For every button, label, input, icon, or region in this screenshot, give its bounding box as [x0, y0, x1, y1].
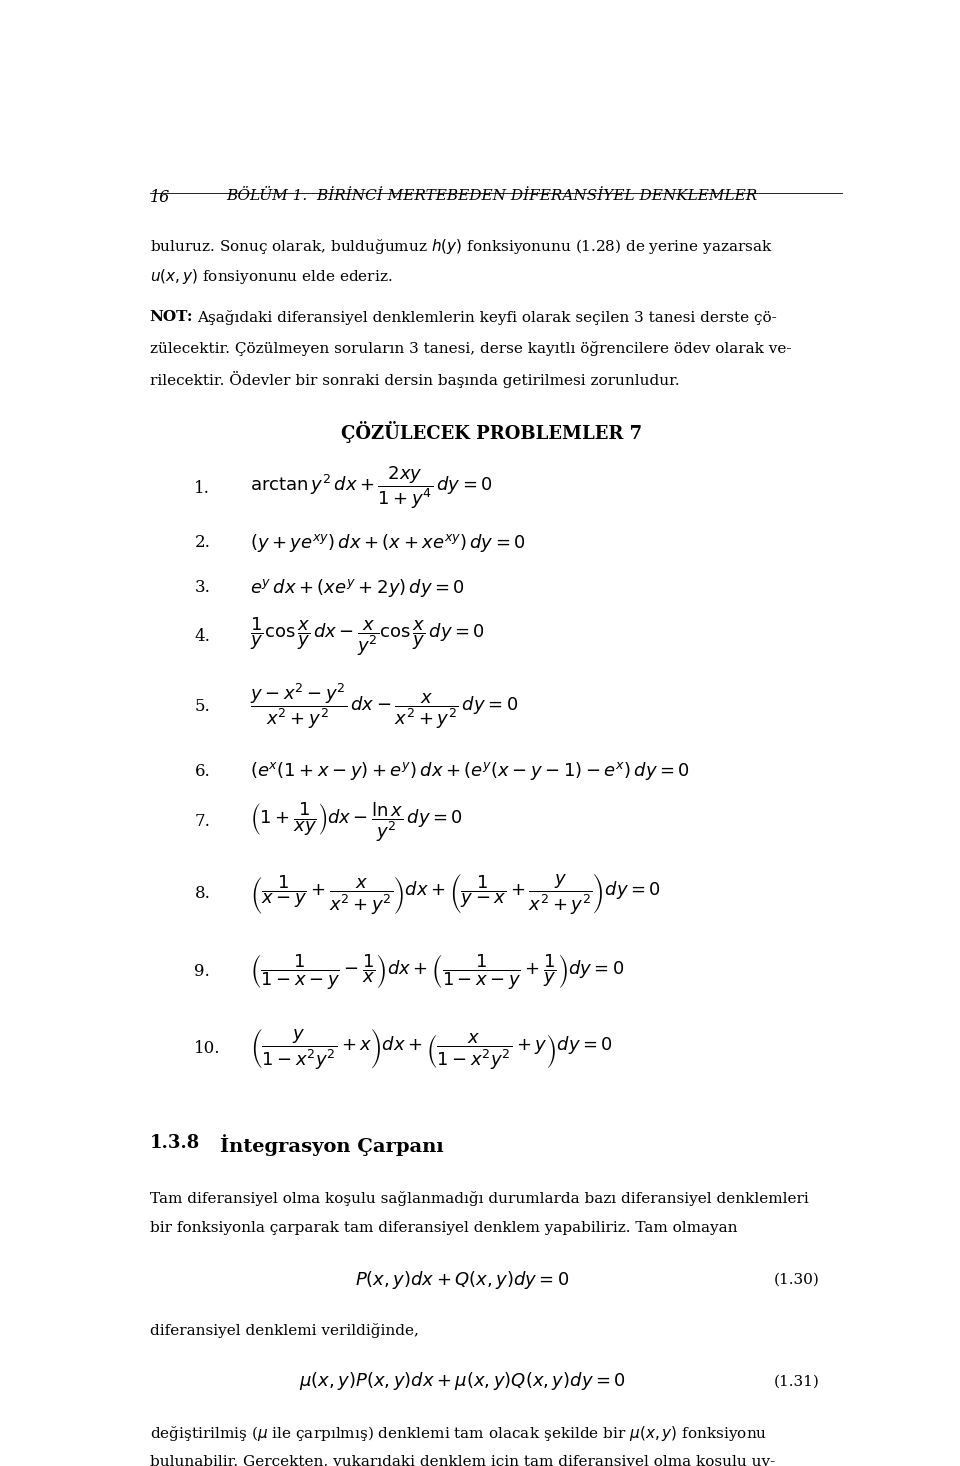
Text: Tam diferansiyel olma koşulu sağlanmadığı durumlarda bazı diferansiyel denklemle: Tam diferansiyel olma koşulu sağlanmadığ… [150, 1190, 808, 1205]
Text: diferansiyel denklemi verildiğinde,: diferansiyel denklemi verildiğinde, [150, 1322, 419, 1338]
Text: $\left(\dfrac{1}{1-x-y}-\dfrac{1}{x}\right)dx + \left(\dfrac{1}{1-x-y}+\dfrac{1}: $\left(\dfrac{1}{1-x-y}-\dfrac{1}{x}\rig… [251, 951, 625, 992]
Text: 5.: 5. [194, 698, 210, 715]
Text: $\arctan y^2\,dx + \dfrac{2xy}{1+y^4}\,dy = 0$: $\arctan y^2\,dx + \dfrac{2xy}{1+y^4}\,d… [251, 465, 493, 512]
Text: 16: 16 [150, 189, 170, 207]
Text: $\dfrac{1}{y}\cos\dfrac{x}{y}\,dx - \dfrac{x}{y^2}\cos\dfrac{x}{y}\,dy = 0$: $\dfrac{1}{y}\cos\dfrac{x}{y}\,dx - \dfr… [251, 616, 485, 658]
Text: $(e^x(1+x-y) + e^y)\,dx + (e^y(x-y-1) - e^x)\,dy = 0$: $(e^x(1+x-y) + e^y)\,dx + (e^y(x-y-1) - … [251, 761, 690, 783]
Text: $P(x,y)dx + Q(x,y)dy = 0$: $P(x,y)dx + Q(x,y)dy = 0$ [355, 1270, 569, 1292]
Text: buluruz. Sonuç olarak, bulduğumuz $h(y)$ fonksiyonunu (1.28) de yerine yazarsak: buluruz. Sonuç olarak, bulduğumuz $h(y)$… [150, 237, 773, 257]
Text: $\left(\dfrac{1}{x-y}+\dfrac{x}{x^2+y^2}\right)dx + \left(\dfrac{1}{y-x}+\dfrac{: $\left(\dfrac{1}{x-y}+\dfrac{x}{x^2+y^2}… [251, 871, 661, 916]
Text: 9.: 9. [194, 963, 210, 981]
Text: 2.: 2. [194, 534, 210, 551]
Text: İntegrasyon Çarpanı: İntegrasyon Çarpanı [221, 1135, 444, 1157]
Text: 3.: 3. [194, 579, 210, 597]
Text: 1.: 1. [194, 479, 210, 497]
Text: (1.30): (1.30) [774, 1272, 820, 1287]
Text: bir fonksiyonla çarparak tam diferansiyel denklem yapabiliriz. Tam olmayan: bir fonksiyonla çarparak tam diferansiye… [150, 1221, 737, 1236]
Text: (1.31): (1.31) [774, 1375, 820, 1388]
Text: $\left(\dfrac{y}{1-x^2y^2}+x\right)dx + \left(\dfrac{x}{1-x^2y^2}+y\right)dy = 0: $\left(\dfrac{y}{1-x^2y^2}+x\right)dx + … [251, 1026, 613, 1072]
Text: $u(x,y)$ fonsiyonunu elde ederiz.: $u(x,y)$ fonsiyonunu elde ederiz. [150, 267, 393, 286]
Text: Aşağıdaki diferansiyel denklemlerin keyfi olarak seçilen 3 tanesi derste çö-: Aşağıdaki diferansiyel denklemlerin keyf… [197, 311, 777, 325]
Text: 10.: 10. [194, 1041, 221, 1057]
Text: $\mu(x,y)P(x,y)dx + \mu(x,y)Q(x,y)dy = 0$: $\mu(x,y)P(x,y)dx + \mu(x,y)Q(x,y)dy = 0… [299, 1371, 626, 1393]
Text: NOT:: NOT: [150, 311, 193, 324]
Text: 1.3.8: 1.3.8 [150, 1135, 200, 1152]
Text: $(y + ye^{xy})\,dx + (x + xe^{xy})\,dy = 0$: $(y + ye^{xy})\,dx + (x + xe^{xy})\,dy =… [251, 532, 526, 554]
Text: ÇÖZÜLECEK PROBLEMLER 7: ÇÖZÜLECEK PROBLEMLER 7 [342, 421, 642, 443]
Text: rilecektir. Ödevler bir sonraki dersin başında getirilmesi zorunludur.: rilecektir. Ödevler bir sonraki dersin b… [150, 371, 680, 388]
Text: 7.: 7. [194, 814, 210, 830]
Text: 4.: 4. [194, 629, 210, 645]
Text: 6.: 6. [194, 762, 210, 780]
Text: BÖLÜM 1.  BİRİNCİ MERTEBEDEN DİFERANSİYEL DENKLEMLER: BÖLÜM 1. BİRİNCİ MERTEBEDEN DİFERANSİYEL… [227, 189, 757, 204]
Text: $\dfrac{y - x^2 - y^2}{x^2 + y^2}\,dx - \dfrac{x}{x^2+y^2}\,dy = 0$: $\dfrac{y - x^2 - y^2}{x^2 + y^2}\,dx - … [251, 682, 518, 732]
Text: zülecektir. Çözülmeyen soruların 3 tanesi, derse kayıtlı öğrencilere ödev olarak: zülecektir. Çözülmeyen soruların 3 tanes… [150, 340, 791, 356]
Text: bulunabilir. Gerçekten, yukarıdaki denklem için tam diferansiyel olma koşulu uy-: bulunabilir. Gerçekten, yukarıdaki denkl… [150, 1454, 775, 1466]
Text: 8.: 8. [194, 885, 210, 902]
Text: $e^y\,dx + (xe^y + 2y)\,dy = 0$: $e^y\,dx + (xe^y + 2y)\,dy = 0$ [251, 578, 465, 600]
Text: değiştirilmiş ($\mu$ ile çarpılmış) denklemi tam olacak şekilde bir $\mu(x,y)$ f: değiştirilmiş ($\mu$ ile çarpılmış) denk… [150, 1425, 767, 1444]
Text: $\left(1+\dfrac{1}{xy}\right)dx - \dfrac{\ln x}{y^2}\,dy = 0$: $\left(1+\dfrac{1}{xy}\right)dx - \dfrac… [251, 800, 463, 844]
